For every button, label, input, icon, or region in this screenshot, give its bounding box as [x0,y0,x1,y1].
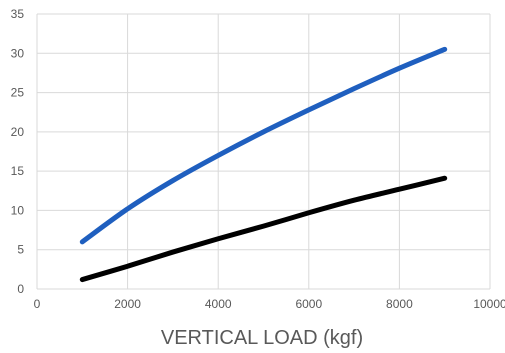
grid-lines [36,13,491,290]
y-tick-label: 15 [11,164,25,178]
y-axis-ticks: 0 5 10 15 20 25 30 35 [11,7,25,296]
y-tick-label: 20 [11,125,25,139]
x-tick-label: 10000 [473,297,505,311]
y-tick-label: 25 [11,86,25,100]
y-tick-label: 10 [11,203,25,217]
y-tick-label: 30 [11,46,25,60]
x-tick-label: 4000 [205,297,232,311]
x-tick-label: 0 [34,297,41,311]
series-line-1 [79,46,448,245]
y-tick-label: 0 [17,282,24,296]
y-tick-label: 5 [17,243,24,257]
x-axis-ticks: 0 2000 4000 6000 8000 10000 [34,297,505,311]
series-line-2 [79,175,448,283]
x-tick-label: 2000 [114,297,141,311]
x-axis-label: VERTICAL LOAD (kgf) [161,327,363,349]
series-lines [79,46,448,283]
x-tick-label: 8000 [386,297,413,311]
y-tick-label: 35 [11,7,25,21]
x-tick-label: 6000 [295,297,322,311]
